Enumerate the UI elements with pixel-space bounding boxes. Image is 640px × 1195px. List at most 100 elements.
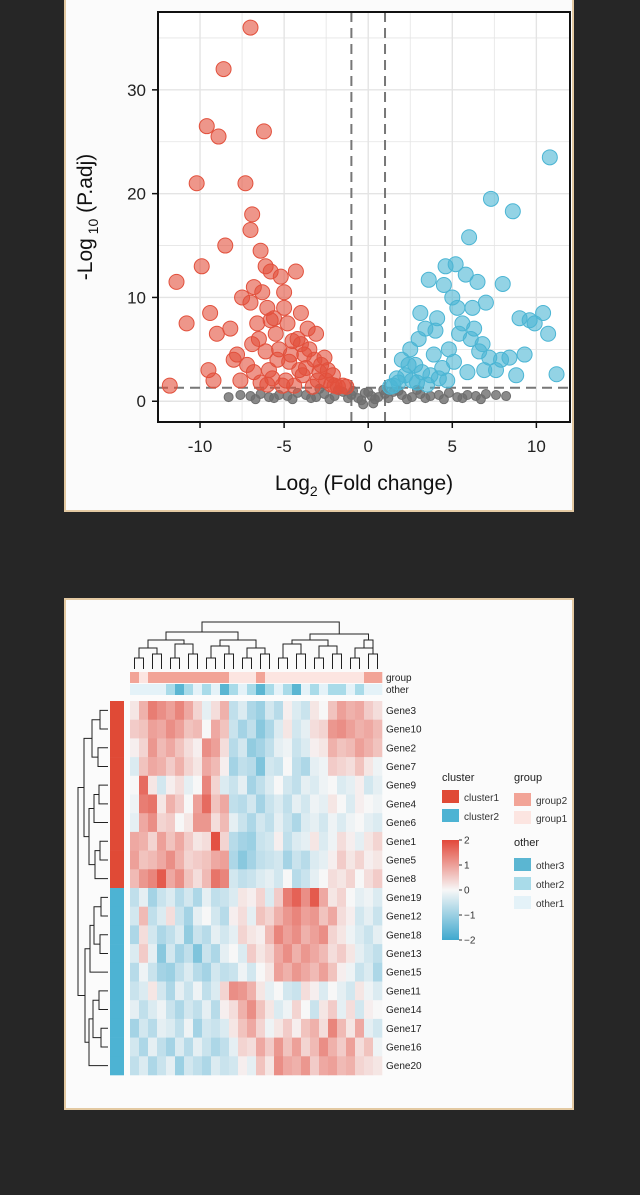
heatmap-cell bbox=[355, 757, 365, 777]
heatmap-cell bbox=[328, 701, 338, 720]
data-point-ns bbox=[363, 386, 374, 397]
annotation-cell-group bbox=[193, 672, 203, 683]
heatmap-cell bbox=[337, 1037, 347, 1057]
heatmap-cell bbox=[274, 701, 284, 720]
heatmap-cell bbox=[364, 888, 374, 907]
annotation-cell-other bbox=[184, 684, 194, 695]
heatmap-cell bbox=[373, 775, 383, 795]
data-point-down bbox=[254, 284, 271, 301]
heatmap-cell bbox=[139, 738, 149, 758]
heatmap-cell bbox=[211, 813, 221, 833]
scale-tick-label: 1 bbox=[464, 861, 470, 872]
legend-swatch-cluster1 bbox=[442, 790, 459, 803]
heatmap-cell bbox=[238, 1018, 248, 1038]
data-point-down bbox=[267, 325, 284, 342]
data-point-down bbox=[297, 360, 314, 377]
heatmap-cell bbox=[166, 962, 176, 982]
heatmap-cell bbox=[184, 869, 194, 889]
heatmap-cell bbox=[130, 831, 140, 851]
x-tick-label: 10 bbox=[527, 437, 546, 456]
heatmap-cell bbox=[346, 906, 356, 926]
heatmap-cell bbox=[256, 831, 266, 851]
heatmap-cell bbox=[184, 944, 194, 964]
heatmap-cell bbox=[337, 962, 347, 982]
heatmap-cell bbox=[283, 906, 293, 926]
heatmap-cell bbox=[184, 1000, 194, 1020]
heatmap-cell bbox=[175, 944, 185, 964]
heatmap-cell bbox=[220, 1018, 230, 1038]
gene-label: Gene13 bbox=[386, 949, 422, 960]
heatmap-cell bbox=[292, 1018, 302, 1038]
heatmap-cell bbox=[148, 1037, 158, 1057]
heatmap-cell bbox=[193, 906, 203, 926]
x-tick-label: 0 bbox=[363, 437, 372, 456]
heatmap-cell bbox=[256, 813, 266, 833]
heatmap-cell bbox=[310, 813, 320, 833]
heatmap-cell bbox=[229, 831, 239, 851]
data-point-down bbox=[200, 362, 217, 379]
heatmap-cell bbox=[157, 738, 167, 758]
data-point-ns bbox=[491, 390, 502, 401]
dendrogram-branch bbox=[97, 747, 108, 767]
heatmap-cell bbox=[202, 981, 212, 1001]
gene-label: Gene4 bbox=[386, 799, 416, 810]
data-point-up bbox=[477, 294, 494, 311]
heatmap-cell bbox=[310, 1037, 320, 1057]
heatmap-cell bbox=[373, 738, 383, 758]
heatmap-cell bbox=[247, 869, 257, 889]
heatmap-cell bbox=[256, 794, 266, 814]
heatmap-cell bbox=[148, 869, 158, 889]
heatmap-cell bbox=[265, 775, 275, 795]
heatmap-cell bbox=[328, 813, 338, 833]
heatmap-cell bbox=[319, 1056, 329, 1076]
heatmap-cell bbox=[193, 850, 203, 870]
heatmap-cell bbox=[355, 701, 365, 720]
heatmap-cell bbox=[256, 869, 266, 889]
dendrogram-branch bbox=[224, 653, 234, 669]
heatmap-cell bbox=[283, 775, 293, 795]
heatmap-cell bbox=[220, 925, 230, 945]
heatmap-cell bbox=[148, 813, 158, 833]
heatmap-cell bbox=[175, 1056, 185, 1076]
data-point-ns bbox=[324, 394, 335, 405]
heatmap-cell bbox=[193, 794, 203, 814]
heatmap-cell bbox=[328, 962, 338, 982]
annotation-cell-group bbox=[328, 672, 338, 683]
legend-cluster: cluster cluster1 cluster2 bbox=[442, 772, 499, 823]
heatmap-cell bbox=[211, 869, 221, 889]
gene-label: Gene1 bbox=[386, 837, 416, 848]
data-point-ns bbox=[475, 394, 486, 405]
heatmap-cell bbox=[238, 831, 248, 851]
data-point-ns bbox=[223, 392, 234, 403]
y-axis-title: -Log 10 (P.adj) bbox=[74, 154, 101, 280]
heatmap-cell bbox=[346, 719, 356, 739]
heatmap-cell bbox=[139, 794, 149, 814]
dendrogram-branch bbox=[134, 657, 144, 669]
heatmap-cell bbox=[139, 1056, 149, 1076]
heatmap-cell bbox=[184, 775, 194, 795]
row-cluster-annotation bbox=[110, 701, 124, 1076]
heatmap-cell bbox=[202, 831, 212, 851]
heatmap-cell bbox=[265, 1056, 275, 1076]
heatmap-cell bbox=[301, 701, 311, 720]
heatmap-cell bbox=[220, 906, 230, 926]
heatmap-cell bbox=[157, 906, 167, 926]
heatmap-cell bbox=[292, 925, 302, 945]
data-point-ns bbox=[368, 398, 379, 409]
heatmap-cell bbox=[292, 944, 302, 964]
heatmap-cell bbox=[202, 869, 212, 889]
heatmap-cell bbox=[301, 962, 311, 982]
heatmap-cell bbox=[202, 1018, 212, 1038]
heatmap-cell bbox=[301, 850, 311, 870]
annotation-cell-other bbox=[238, 684, 248, 695]
heatmap-cell bbox=[292, 1037, 302, 1057]
annotation-cell-other bbox=[274, 684, 284, 695]
gene-labels: Gene3 Gene10 Gene2 Gene7 Gene9 Gene4 Gene6 Gene… bbox=[386, 706, 422, 1072]
heatmap-cell bbox=[364, 719, 374, 739]
cluster-bar-cell bbox=[110, 813, 124, 833]
legend-swatch-other3 bbox=[514, 858, 531, 871]
heatmap-cell bbox=[220, 944, 230, 964]
dendrogram-branch bbox=[332, 653, 342, 669]
heatmap-cell bbox=[238, 813, 248, 833]
heatmap-cell bbox=[202, 1056, 212, 1076]
